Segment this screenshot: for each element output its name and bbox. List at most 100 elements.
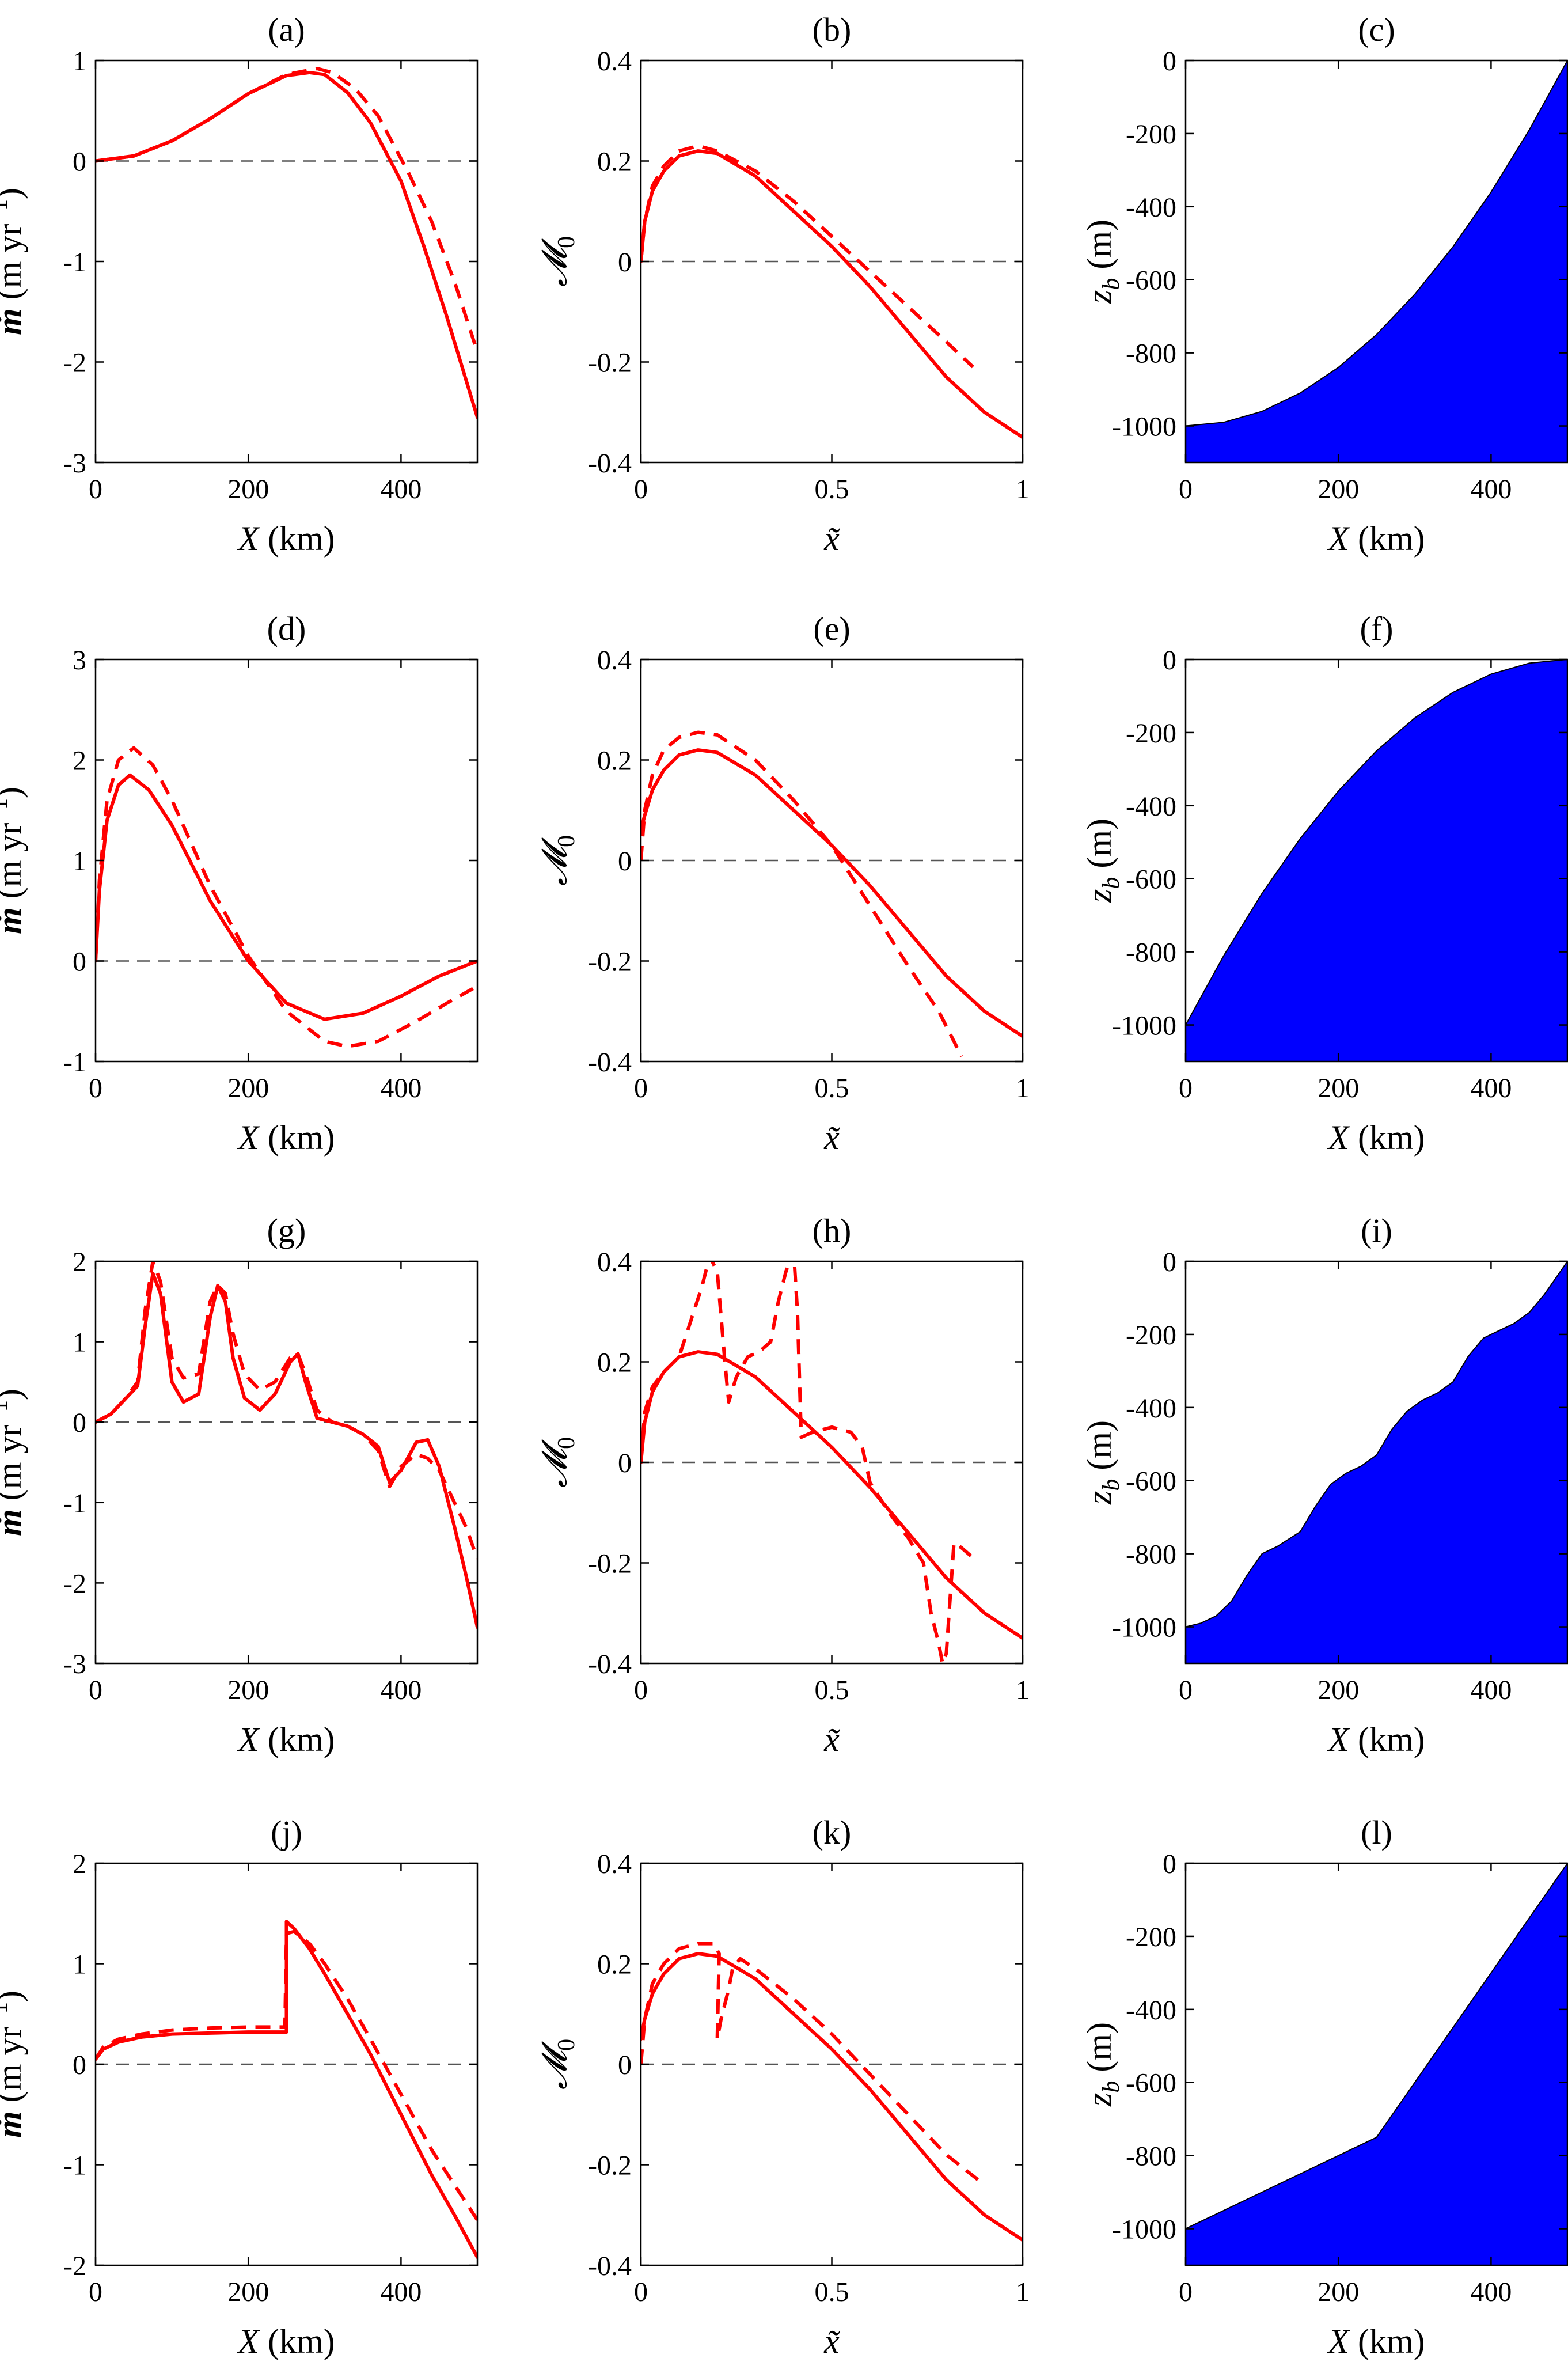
panel-label: (c) (1358, 11, 1395, 48)
panel-label: (d) (267, 610, 306, 647)
x-axis-label: x̃ (823, 520, 840, 558)
x-tick-label: 200 (227, 474, 269, 505)
panel-j: 0 200 400 -2 -1 0 1 2 (j) X (km) ṁ (m yr−1) (0, 1814, 479, 2360)
axes-frame (1184, 1260, 1568, 1665)
y-tick-label: -800 (1126, 938, 1176, 968)
x-axis-label: X (km) (237, 1720, 335, 1758)
plot-area (96, 60, 477, 462)
y-tick-label: -800 (1126, 1540, 1176, 1570)
y-axis-label: ṁ (m yr−1) (0, 1991, 28, 2138)
y-axis-label: ṁ (m yr−1) (0, 188, 28, 335)
x-tick-label: 400 (1470, 474, 1512, 505)
dashed-series-line (96, 1261, 477, 1560)
y-tick-label: -3 (63, 1649, 86, 1679)
y-tick-label: -3 (63, 448, 86, 479)
x-tick-label: 200 (227, 1675, 269, 1705)
y-tick-label: -2 (63, 2251, 86, 2281)
x-axis-label: X (km) (1327, 2322, 1425, 2360)
y-tick-label: -800 (1126, 2141, 1176, 2172)
y-tick-label: -0.2 (588, 2151, 632, 2181)
x-axis-label: x̃ (823, 1119, 840, 1157)
bed-area (1186, 1863, 1567, 2265)
y-axis-label: zb (m) (1080, 219, 1125, 304)
solid-series-line (641, 149, 1023, 439)
solid-series-line (96, 1920, 477, 2259)
y-tick-label: -0.2 (588, 348, 632, 378)
y-tick-label: 0.4 (597, 1849, 632, 1879)
y-tick-label: -600 (1126, 1466, 1176, 1497)
solid-series-line (641, 1350, 1023, 1640)
x-tick-label: 400 (1470, 2277, 1512, 2307)
x-tick-label: 200 (1318, 1675, 1359, 1705)
dashed-series-line (641, 730, 963, 1057)
x-tick-label: 0 (1179, 1073, 1193, 1104)
x-tick-label: 0.5 (815, 474, 849, 505)
y-tick-label: 0.4 (597, 1247, 632, 1277)
x-axis-label: X (km) (237, 520, 335, 558)
y-axis-label: 𝓜0 (536, 236, 580, 287)
panel-label: (b) (813, 11, 852, 48)
y-tick-label: 1 (73, 1328, 86, 1358)
y-axis-label: 𝓜0 (536, 835, 580, 886)
x-tick-label: 0 (634, 1675, 648, 1705)
panel-label: (j) (271, 1814, 302, 1851)
panel-label: (e) (813, 610, 850, 647)
dashed-series-line (641, 1261, 974, 1663)
axes-frame (1184, 1862, 1568, 2266)
plot-content (641, 1942, 1023, 2242)
solid-series-line (641, 1952, 1023, 2242)
plot-content (1186, 1261, 1567, 1663)
plot-content (96, 66, 477, 419)
y-tick-label: 0 (73, 1408, 86, 1438)
panel-label: (a) (268, 11, 305, 48)
y-tick-label: 0.2 (597, 746, 632, 776)
axes-frame (1184, 658, 1568, 1063)
y-tick-label: 2 (73, 746, 86, 776)
bed-area (1186, 1261, 1567, 1663)
x-tick-label: 1 (1016, 1073, 1030, 1104)
dashed-series-line (96, 66, 477, 352)
x-tick-label: 0 (634, 1073, 648, 1104)
y-axis-label: 𝓜0 (536, 2039, 580, 2090)
x-tick-label: 0 (89, 2277, 102, 2307)
x-tick-label: 1 (1016, 1675, 1030, 1705)
y-tick-label: -1 (63, 2151, 86, 2181)
x-axis-label: X (km) (1327, 520, 1425, 558)
y-axis-label: 𝓜0 (536, 1437, 580, 1488)
y-tick-label: -1000 (1112, 1613, 1176, 1643)
y-tick-label: 0 (1163, 645, 1176, 676)
axes-frame (94, 1260, 479, 1665)
y-tick-label: -1 (63, 1047, 86, 1078)
panel-h: 0 0.5 1 -0.4 -0.2 0 0.2 0.4 (h) x̃ 𝓜0 (536, 1212, 1030, 1758)
plot-content (96, 1261, 477, 1629)
y-tick-label: 0 (618, 846, 632, 877)
dashed-series-line (641, 144, 974, 369)
y-tick-label: -200 (1126, 119, 1176, 150)
y-tick-label: 0 (73, 147, 86, 177)
y-tick-label: 0 (618, 2050, 632, 2080)
x-tick-label: 0 (1179, 474, 1193, 505)
panel-f: 0 200 400 0 -200 -400 -600 -800 -1000 (f) X (km) zb… (1080, 610, 1568, 1157)
y-tick-label: -0.2 (588, 1549, 632, 1579)
panel-b: 0 0.5 1 -0.4 -0.2 0 0.2 0.4 (b) x̃ 𝓜0 (536, 11, 1030, 558)
y-tick-label: 0.4 (597, 46, 632, 77)
x-tick-label: 0.5 (815, 2277, 849, 2307)
y-tick-label: 1 (73, 846, 86, 877)
plot-content (1186, 1863, 1567, 2265)
y-tick-label: -2 (63, 348, 86, 378)
x-tick-label: 400 (380, 1675, 422, 1705)
y-tick-label: -0.4 (588, 448, 632, 479)
x-tick-label: 400 (1470, 1675, 1512, 1705)
y-tick-label: 0 (1163, 1247, 1176, 1277)
y-tick-label: 0 (73, 2050, 86, 2080)
x-tick-label: 1 (1016, 474, 1030, 505)
x-tick-label: 1 (1016, 2277, 1030, 2307)
y-tick-label: -0.4 (588, 1649, 632, 1679)
y-tick-label: -400 (1126, 1393, 1176, 1424)
panel-a: 0 200 400 -3 -2 -1 0 1 (a) X (km) ṁ (m yr−1) (0, 11, 479, 558)
panel-c: 0 200 400 0 -200 -400 -600 -800 -1000 (c) X (km) zb… (1080, 11, 1568, 558)
y-tick-label: 3 (73, 645, 86, 676)
panel-l: 0 200 400 0 -200 -400 -600 -800 -1000 (l) X (km) zb… (1080, 1814, 1568, 2360)
